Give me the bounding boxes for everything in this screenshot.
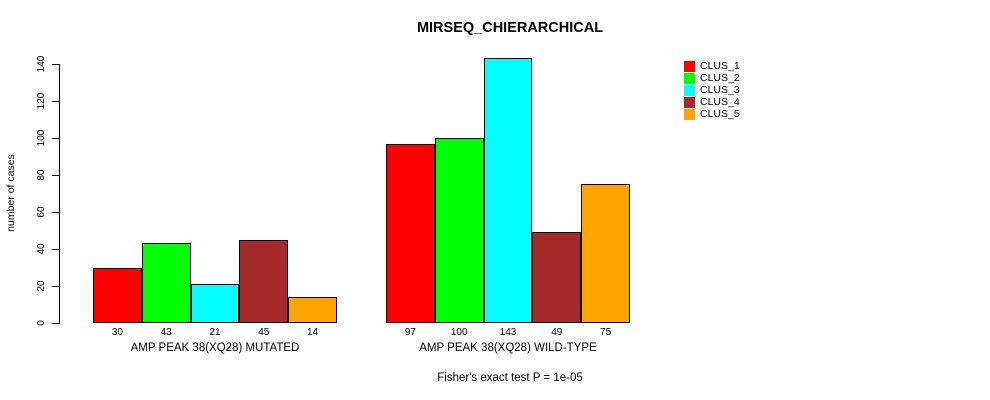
bar-clus_4 bbox=[239, 239, 289, 323]
y-tick bbox=[52, 138, 59, 139]
legend-label: CLUS_2 bbox=[700, 72, 740, 84]
caption-text: Fisher's exact test P = 1e-05 bbox=[437, 372, 583, 384]
bar-clus_1 bbox=[93, 267, 142, 323]
y-tick bbox=[52, 286, 59, 287]
legend-label: CLUS_5 bbox=[700, 108, 740, 120]
legend-label: CLUS_1 bbox=[700, 60, 740, 72]
bar-value-label: 14 bbox=[307, 327, 319, 338]
y-tick-label: 20 bbox=[36, 280, 47, 292]
bar-value-label: 97 bbox=[404, 327, 416, 338]
bar-value-label: 75 bbox=[600, 327, 612, 338]
bar-clus_5 bbox=[581, 184, 630, 323]
bar-clus_3 bbox=[483, 58, 533, 323]
legend-swatch-clus_4 bbox=[684, 97, 695, 108]
y-axis-label: number of cases bbox=[5, 154, 17, 232]
bar-value-label: 45 bbox=[258, 327, 270, 338]
bar-value-label: 49 bbox=[551, 327, 563, 338]
group-label: AMP PEAK 38(XQ28) MUTATED bbox=[130, 342, 300, 354]
y-axis-line bbox=[59, 64, 60, 324]
bar-value-label: 21 bbox=[209, 327, 221, 338]
y-tick bbox=[52, 249, 59, 250]
bar-value-label: 43 bbox=[160, 327, 172, 338]
bar-clus_5 bbox=[288, 297, 337, 323]
legend-swatch-clus_1 bbox=[684, 61, 695, 72]
y-tick bbox=[52, 101, 59, 102]
bar-value-label: 143 bbox=[499, 327, 517, 338]
y-tick bbox=[52, 64, 59, 65]
y-tick-label: 140 bbox=[36, 55, 47, 73]
y-tick-label: 120 bbox=[36, 92, 47, 110]
bar-value-label: 30 bbox=[111, 327, 123, 338]
y-tick-label: 0 bbox=[36, 320, 47, 326]
legend-swatch-clus_3 bbox=[684, 85, 695, 96]
bar-clus_3 bbox=[190, 284, 240, 323]
y-tick bbox=[52, 175, 59, 176]
bar-clus_1 bbox=[386, 143, 435, 323]
bar-clus_2 bbox=[434, 138, 484, 323]
legend-swatch-clus_5 bbox=[684, 109, 695, 120]
group-label: AMP PEAK 38(XQ28) WILD-TYPE bbox=[419, 342, 597, 354]
y-tick-label: 60 bbox=[36, 206, 47, 218]
bar-clus_4 bbox=[532, 232, 582, 323]
y-tick bbox=[52, 323, 59, 324]
legend-label: CLUS_4 bbox=[700, 96, 740, 108]
bar-value-label: 100 bbox=[450, 327, 468, 338]
y-tick bbox=[52, 212, 59, 213]
y-tick-label: 80 bbox=[36, 169, 47, 181]
legend-swatch-clus_2 bbox=[684, 73, 695, 84]
y-tick-label: 100 bbox=[36, 129, 47, 147]
y-tick-label: 40 bbox=[36, 243, 47, 255]
chart-title: MIRSEQ_CHIERARCHICAL bbox=[416, 20, 604, 36]
bar-clus_2 bbox=[141, 243, 191, 323]
legend-label: CLUS_3 bbox=[700, 84, 740, 96]
